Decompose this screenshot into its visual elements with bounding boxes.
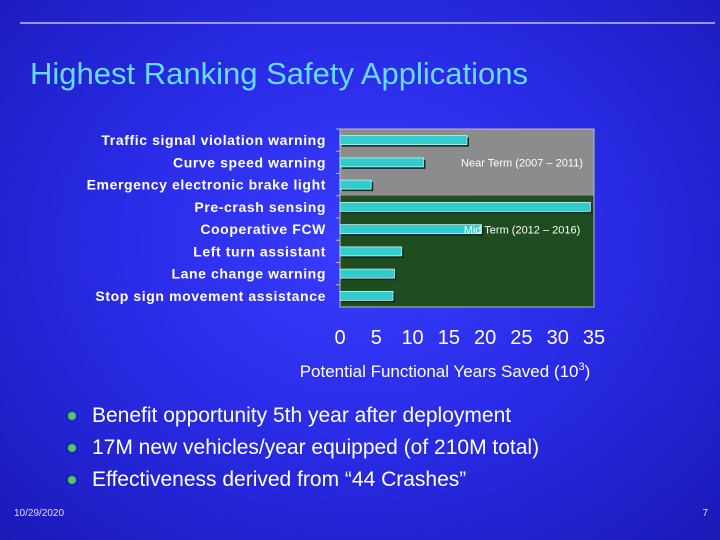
bar xyxy=(339,135,468,146)
x-tick-label: 30 xyxy=(547,327,569,349)
x-tick-label: 25 xyxy=(510,327,532,349)
x-tick-label: 0 xyxy=(334,327,345,349)
category-label: Traffic signal violation warning xyxy=(101,132,326,148)
x-tick-label: 5 xyxy=(371,327,382,349)
bar xyxy=(339,179,372,190)
bullet-dot-icon xyxy=(68,412,76,420)
category-label: Cooperative FCW xyxy=(200,221,326,237)
category-label: Lane change warning xyxy=(171,266,326,282)
x-tick-label: 10 xyxy=(401,327,423,349)
bar xyxy=(339,224,482,235)
bullet-list: Benefit opportunity 5th year after deplo… xyxy=(68,400,539,496)
x-tick-label: 35 xyxy=(583,327,605,349)
region-label: Mid Term (2012 – 2016) xyxy=(464,224,581,236)
bar xyxy=(339,201,591,212)
slide-title: Highest Ranking Safety Applications xyxy=(30,56,529,91)
bullet-item: 17M new vehicles/year equipped (of 210M … xyxy=(68,432,539,464)
footer-date: 10/29/2020 xyxy=(14,508,65,519)
bullet-dot-icon xyxy=(68,476,76,484)
bullet-dot-icon xyxy=(68,444,76,452)
x-tick-label: 20 xyxy=(474,327,496,349)
bullet-item: Benefit opportunity 5th year after deplo… xyxy=(68,400,539,432)
category-label: Curve speed warning xyxy=(173,154,326,170)
bar xyxy=(339,268,395,279)
bar xyxy=(339,157,424,168)
region-label: Near Term (2007 – 2011) xyxy=(461,157,583,169)
category-label: Stop sign movement assistance xyxy=(95,288,326,304)
bullet-item: Effectiveness derived from “44 Crashes” xyxy=(68,464,539,496)
top-rule xyxy=(20,22,715,24)
x-tick-label: 15 xyxy=(438,327,460,349)
category-label: Pre-crash sensing xyxy=(194,199,326,215)
category-label: Emergency electronic brake light xyxy=(87,177,326,193)
bar xyxy=(339,246,403,257)
bar xyxy=(339,290,394,301)
category-label: Left turn assistant xyxy=(193,243,326,259)
page-number: 7 xyxy=(702,508,708,519)
x-axis-label: Potential Functional Years Saved (103) xyxy=(300,361,591,381)
